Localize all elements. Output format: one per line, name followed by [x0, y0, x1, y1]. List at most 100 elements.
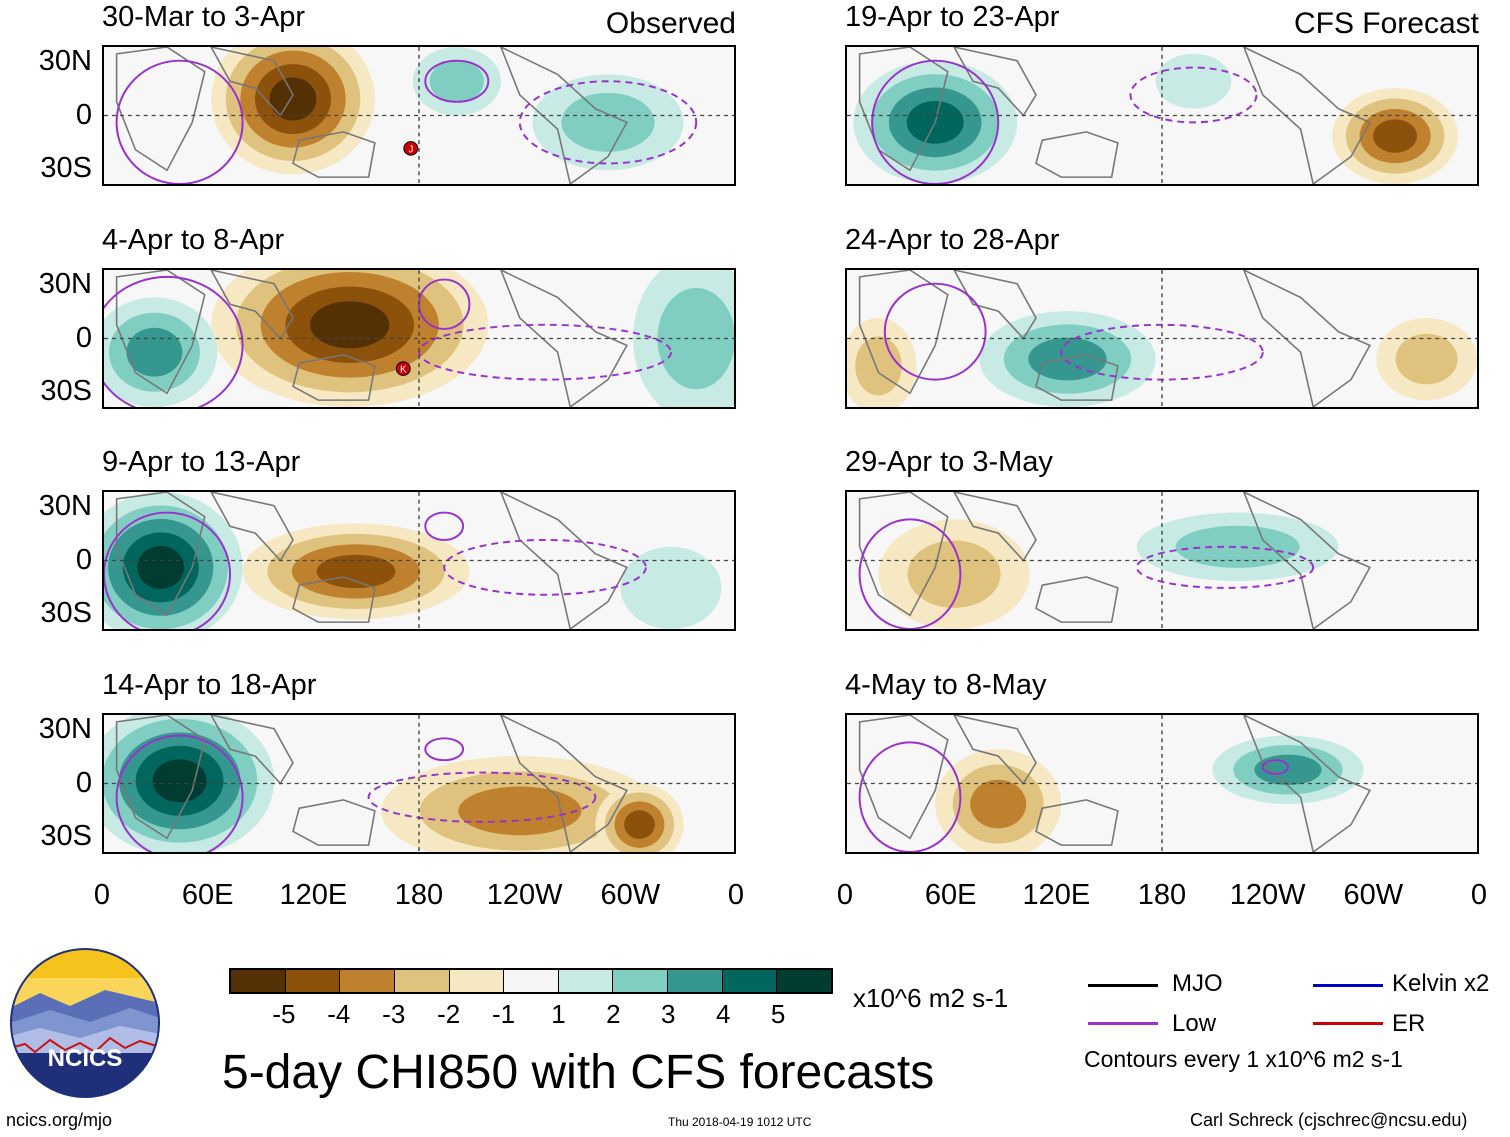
map-svg: [104, 715, 734, 852]
contour-line: [418, 323, 672, 381]
colorbar-tick: 5: [770, 999, 786, 1029]
colorbar-swatch: [449, 970, 505, 992]
anomaly-negative: [1373, 119, 1418, 153]
colorbar-swatch: [558, 970, 614, 992]
anomaly-negative: [269, 77, 317, 121]
chart-title: 5-day CHI850 with CFS forecasts: [222, 1046, 935, 1099]
coastline: [115, 270, 206, 395]
contour-line: [1135, 545, 1315, 589]
lon-tick-label: 0: [93, 879, 111, 911]
map-svg: [847, 492, 1477, 629]
coastline: [292, 131, 376, 178]
legend-er-label: ER: [1392, 1010, 1426, 1037]
legend-mjo-line: [1088, 984, 1158, 987]
colorbar-swatch: [722, 970, 778, 992]
storm-marker: J: [403, 141, 419, 156]
colorbar-tick: -1: [491, 999, 516, 1029]
contour-line: [424, 511, 465, 541]
colorbar-swatch: [394, 970, 450, 992]
map-panel: [845, 713, 1479, 854]
lon-tick-label: 180: [394, 879, 444, 911]
anomaly-negative: [907, 540, 1001, 608]
map-svg: [104, 492, 734, 629]
lon-tick-label: 120E: [1022, 879, 1091, 911]
legend-kelvin-label: Kelvin x2: [1392, 970, 1490, 997]
map-panel: K: [102, 268, 736, 409]
lon-tick-label: 0: [727, 879, 745, 911]
lon-tick-label: 0: [1470, 879, 1488, 911]
map-svg: J: [104, 47, 734, 184]
anomaly-negative: [1395, 333, 1458, 385]
map-panel: [845, 490, 1479, 631]
anomaly-positive: [561, 92, 655, 152]
anomaly-negative: [970, 779, 1027, 829]
lat-tick-label: 0: [75, 321, 92, 354]
coastline: [292, 799, 376, 846]
map-panel: [102, 490, 736, 631]
colorbar-tick: 3: [661, 999, 676, 1029]
colorbar-tick: -5: [272, 999, 296, 1029]
map-panel: J: [102, 45, 736, 186]
coastline: [115, 47, 206, 172]
legend-er-line: [1313, 1022, 1383, 1025]
colorbar-swatch: [777, 970, 832, 992]
map-panel: [845, 45, 1479, 186]
colorbar-tick: -3: [382, 999, 406, 1029]
contour-line: [1129, 66, 1258, 124]
map-svg: K: [104, 270, 734, 407]
colorbar-swatch: [285, 970, 341, 992]
panel-title: 4-Apr to 8-Apr: [102, 224, 285, 256]
colorbar-swatch: [231, 970, 286, 992]
anomaly-positive: [429, 60, 484, 103]
coastline: [500, 492, 628, 629]
contour-line: [1261, 759, 1289, 775]
coastline: [858, 715, 949, 840]
contour-line: [115, 59, 244, 184]
panel-title: 29-Apr to 3-May: [845, 446, 1053, 478]
map-svg: [847, 270, 1477, 407]
legend-low-line: [1088, 1022, 1158, 1025]
observed-label: Observed: [605, 7, 736, 40]
lat-tick-label: 30N: [38, 267, 92, 300]
coastline: [858, 47, 949, 172]
coastline: [292, 576, 376, 623]
lat-tick-label: 30S: [40, 375, 92, 408]
anomaly-negative: [855, 336, 902, 396]
coastline: [500, 270, 628, 407]
anomaly-negative: [316, 554, 396, 589]
legend-mjo-label: MJO: [1172, 970, 1223, 997]
coastline: [292, 354, 376, 401]
colorbar-tick: -4: [327, 999, 351, 1029]
panel-title: 30-Mar to 3-Apr: [102, 1, 306, 33]
anomaly-negative: [624, 810, 655, 839]
colorbar-tick: -2: [437, 999, 461, 1029]
contour-line: [858, 741, 962, 852]
lon-tick-label: 60E: [924, 879, 977, 911]
lon-tick-label: 120W: [1229, 879, 1306, 911]
coastline: [858, 270, 949, 395]
ncics-logo: NCICS: [10, 948, 160, 1098]
storm-label: J: [408, 144, 413, 155]
coastline: [115, 492, 206, 617]
anomaly-positive: [620, 546, 722, 629]
lat-tick-label: 30N: [38, 489, 92, 522]
panel-title: 9-Apr to 13-Apr: [102, 446, 301, 478]
panel-title: 4-May to 8-May: [845, 669, 1047, 701]
map-panel: [845, 268, 1479, 409]
logo-text: NCICS: [48, 1045, 123, 1072]
map-svg: [847, 715, 1477, 852]
map-panel: [102, 713, 736, 854]
colorbar-tick: 2: [606, 999, 621, 1029]
map-svg: [847, 47, 1477, 184]
contour-line: [518, 80, 698, 165]
lat-tick-label: 0: [75, 766, 92, 799]
colorbar-tick: 1: [551, 999, 566, 1029]
colorbar-swatch: [340, 970, 395, 992]
coastline: [1035, 354, 1119, 401]
footer-author: Carl Schreck (cjschrec@ncsu.edu): [1190, 1110, 1468, 1130]
contour-line: [883, 282, 987, 381]
contour-line: [858, 518, 962, 629]
contour-note: Contours every 1 x10^6 m2 s-1: [1084, 1046, 1403, 1072]
coastline: [1243, 47, 1371, 184]
lat-tick-label: 30N: [38, 44, 92, 77]
